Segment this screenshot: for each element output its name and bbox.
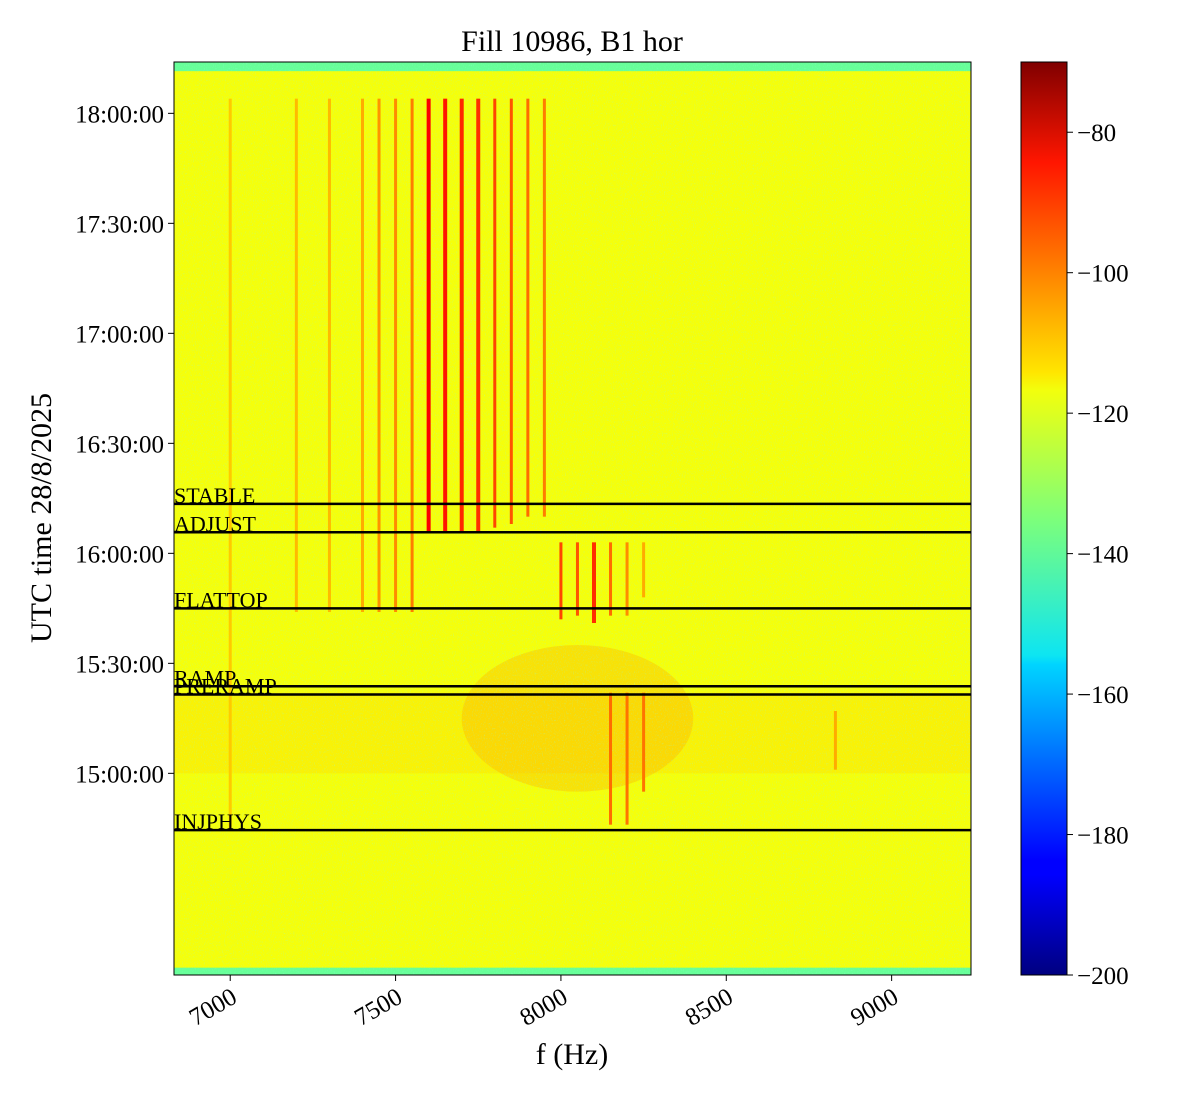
phase-lines: [174, 502, 971, 832]
spectral-line: [642, 692, 646, 792]
chart-title: Fill 10986, B1 hor: [461, 25, 683, 58]
y-tick-label: 15:00:00: [75, 761, 164, 788]
y-tick-label: 18:00:00: [75, 101, 164, 128]
y-tick-label: 17:30:00: [75, 211, 164, 238]
colorbar-frame: [1020, 61, 1068, 976]
plot-area: [174, 62, 971, 975]
spectral-line: [509, 98, 513, 525]
phase-label: STABLE: [174, 483, 255, 508]
spectral-line: [609, 542, 613, 616]
y-axis-label: UTC time 28/8/2025: [25, 393, 58, 643]
y-axis: 15:00:00 15:30:00 16:00:00 16:30:00 17:00:00…: [75, 101, 174, 788]
spectral-line: [443, 98, 448, 532]
x-tick-label: 8500: [681, 983, 738, 1031]
colorbar-tick-label: −120: [1077, 401, 1129, 428]
spectral-line: [625, 542, 629, 616]
x-axis: 7000 7500 8000 8500 9000: [185, 975, 903, 1032]
spectral-lines: [228, 98, 837, 829]
colorbar-tick-label: −200: [1077, 963, 1129, 990]
spectral-line: [294, 98, 298, 612]
plot-frame: [173, 61, 972, 976]
x-tick-label: 9000: [846, 983, 903, 1031]
colorbar-gradient: [1021, 62, 1067, 975]
spectral-line: [394, 98, 398, 612]
spectral-line: [361, 98, 365, 612]
x-tick-label: 7500: [350, 983, 407, 1031]
spectral-line: [459, 98, 464, 532]
spectral-line: [542, 98, 546, 517]
phase-label: ADJUST: [174, 511, 256, 536]
spectral-line: [426, 98, 431, 532]
phase-label: INJPHYS: [174, 809, 262, 834]
y-tick-label: 17:00:00: [75, 321, 164, 348]
colorbar-tick-label: −160: [1077, 682, 1129, 709]
x-axis-label: f (Hz): [536, 1038, 608, 1071]
phase-label: PRERAMP: [174, 674, 277, 699]
noise-texture: [174, 62, 971, 975]
y-tick-label: 15:30:00: [75, 651, 164, 678]
colorbar-tick-label: −80: [1077, 120, 1116, 147]
spectral-line: [591, 542, 596, 623]
phase-label: RAMP: [174, 665, 236, 690]
spectral-line: [228, 98, 232, 829]
spectral-line: [476, 98, 481, 532]
colorbar-tick-label: −140: [1077, 542, 1129, 569]
spectral-line: [410, 98, 414, 612]
spectral-line: [493, 98, 497, 528]
phase-label: FLATTOP: [174, 587, 268, 612]
x-tick-label: 7000: [185, 983, 242, 1031]
spectral-line: [559, 542, 563, 620]
colorbar-tick-label: −100: [1077, 261, 1129, 288]
colorbar-tick-label: −180: [1077, 823, 1129, 850]
spectral-line: [625, 692, 629, 825]
spectral-line: [642, 542, 646, 598]
spectral-line: [377, 98, 381, 612]
spectral-line: [575, 542, 579, 616]
colorbar: −80 −100 −120 −140 −160 −180 −200: [1020, 61, 1129, 990]
colorbar-ticks: −80 −100 −120 −140 −160 −180 −200: [1067, 120, 1129, 990]
x-tick-label: 8000: [516, 983, 573, 1031]
spectral-line: [327, 98, 331, 612]
spectral-line: [833, 711, 837, 770]
spectral-line: [609, 692, 613, 825]
y-tick-label: 16:00:00: [75, 541, 164, 568]
spectral-line: [526, 98, 530, 517]
y-tick-label: 16:30:00: [75, 431, 164, 458]
